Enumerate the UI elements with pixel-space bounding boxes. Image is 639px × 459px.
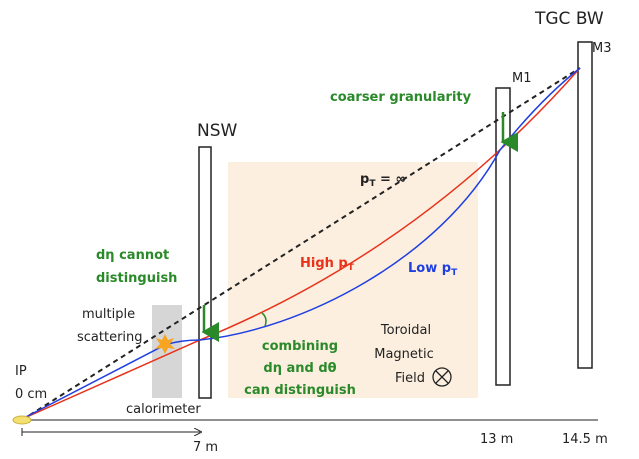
label: Field bbox=[395, 371, 425, 386]
m3-detector bbox=[577, 41, 593, 369]
label: 7 m bbox=[193, 440, 218, 455]
label: combining bbox=[262, 339, 338, 354]
field-symbol bbox=[432, 367, 452, 387]
calorimeter-box bbox=[152, 305, 182, 398]
label: High pT bbox=[300, 256, 355, 273]
field-region bbox=[228, 162, 478, 398]
label: scattering bbox=[77, 330, 143, 345]
label: 13 m bbox=[480, 432, 513, 447]
label: multiple bbox=[82, 307, 135, 322]
label: Low p bbox=[408, 261, 451, 276]
nsw-detector bbox=[198, 146, 212, 399]
m1-detector bbox=[495, 87, 511, 386]
label: High p bbox=[300, 256, 348, 271]
label: Low pT bbox=[408, 261, 458, 278]
label: dη cannot bbox=[96, 248, 169, 263]
label: M1 bbox=[512, 71, 532, 86]
label: NSW bbox=[197, 121, 238, 141]
label: distinguish bbox=[96, 271, 177, 286]
label: calorimeter bbox=[126, 402, 201, 417]
label: IP bbox=[15, 364, 27, 379]
low-pt-track bbox=[19, 67, 581, 421]
label: p bbox=[360, 172, 369, 187]
scatter-star bbox=[155, 334, 175, 354]
label: T bbox=[348, 263, 355, 273]
label: 0 cm bbox=[15, 387, 47, 402]
label: M3 bbox=[592, 41, 612, 56]
label: T bbox=[369, 179, 376, 189]
ip-point bbox=[12, 415, 32, 425]
high-pt-track bbox=[19, 67, 581, 421]
label: TGC BW bbox=[534, 9, 604, 29]
straight-track bbox=[21, 67, 581, 421]
label: pT = ∞ bbox=[360, 172, 406, 189]
label: dη and dθ bbox=[263, 361, 336, 376]
label: Magnetic bbox=[374, 347, 434, 362]
field-symbol-cross bbox=[435, 370, 449, 384]
label: can distinguish bbox=[244, 383, 356, 398]
label: Toroidal bbox=[380, 323, 431, 338]
label: 14.5 m bbox=[562, 432, 608, 447]
label: coarser granularity bbox=[330, 90, 472, 105]
label: T bbox=[451, 268, 458, 278]
angle-arc bbox=[261, 312, 267, 327]
label: = ∞ bbox=[375, 172, 406, 187]
